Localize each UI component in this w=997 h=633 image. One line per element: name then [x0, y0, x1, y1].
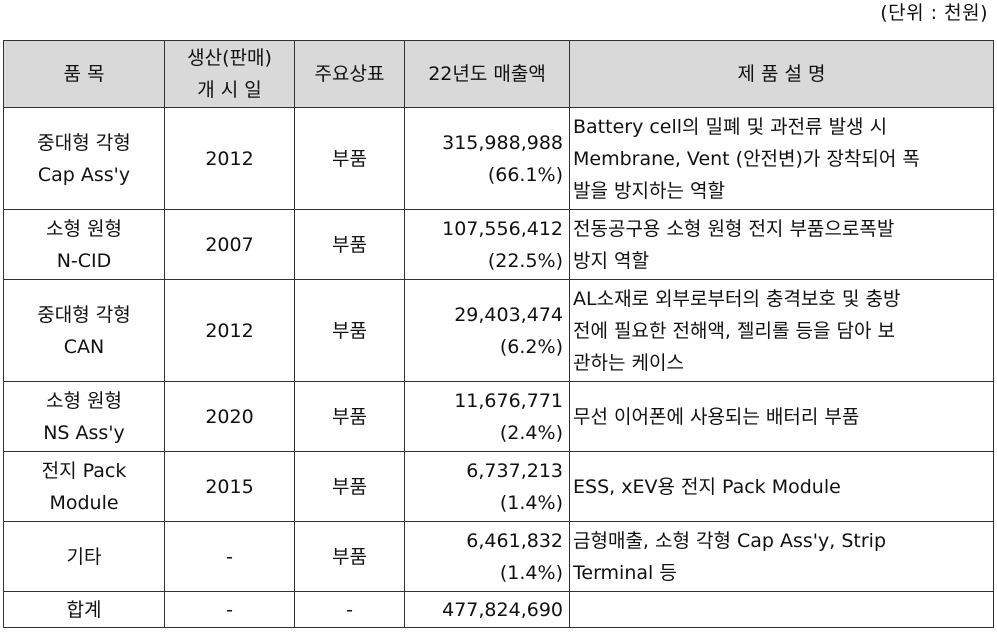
sales-percent: (66.1%)	[487, 163, 563, 186]
trademark-cell: 부품	[294, 381, 405, 452]
product-name-line2: N-CID	[56, 249, 112, 272]
description-line: Membrane, Vent (안전변)가 장착되어 폭	[573, 147, 920, 170]
total-year: -	[164, 591, 295, 628]
table-row: 소형 원형 NS Ass'y 2020 부품 11,676,771 (2.4%)…	[3, 381, 994, 452]
start-year-cell: 2020	[164, 381, 295, 452]
trademark-cell: 부품	[294, 451, 405, 522]
product-name-line1: 소형 원형	[46, 389, 122, 412]
unit-note: (단위 : 천원)	[880, 2, 988, 24]
trademark-cell: 부품	[294, 279, 405, 382]
sales-percent: (22.5%)	[487, 249, 563, 272]
header-item: 품 목	[3, 40, 165, 108]
header-description: 제 품 설 명	[569, 40, 994, 108]
total-row: 합계 - - 477,824,690	[3, 591, 994, 628]
table-row: 중대형 각형 CAN 2012 부품 29,403,474 (6.2%) AL소…	[3, 279, 994, 382]
product-name-cell: 전지 Pack Module	[3, 451, 165, 522]
header-trademark: 주요상표	[294, 40, 405, 108]
description-line: 관하는 케이스	[573, 351, 684, 374]
product-name-line1: 중대형 각형	[37, 303, 131, 326]
description-line: Terminal 등	[573, 561, 677, 584]
sales-amount: 315,988,988	[442, 131, 563, 154]
description-line: 전동공구용 소형 원형 전지 부품으로폭발	[573, 217, 895, 240]
description-line: 발을 방지하는 역할	[573, 179, 725, 202]
sales-amount: 11,676,771	[454, 389, 563, 412]
table-row: 전지 Pack Module 2015 부품 6,737,213 (1.4%) …	[3, 451, 994, 522]
product-name-line2: Cap Ass'y	[37, 163, 131, 186]
product-name-line1: 소형 원형	[46, 217, 122, 240]
description-line: 금형매출, 소형 각형 Cap Ass'y, Strip	[573, 529, 887, 552]
product-name-cell: 중대형 각형 Cap Ass'y	[3, 107, 165, 210]
product-name-line1: 중대형 각형	[37, 131, 131, 154]
description-cell: 무선 이어폰에 사용되는 배터리 부품	[569, 381, 994, 452]
product-sales-table: 품 목 생산(판매) 개 시 일 주요상표 22년도 매출액 제 품 설 명 중…	[3, 40, 994, 628]
description-line: ESS, xEV용 전지 Pack Module	[573, 475, 841, 498]
description-cell: 전동공구용 소형 원형 전지 부품으로폭발 방지 역할	[569, 209, 994, 280]
total-trademark: -	[294, 591, 405, 628]
product-name-line2: NS Ass'y	[43, 421, 125, 444]
description-cell: Battery cell의 밀폐 및 과전류 발생 시 Membrane, Ve…	[569, 107, 994, 210]
sales-cell: 6,737,213 (1.4%)	[404, 451, 570, 522]
product-name-cell: 기타	[3, 521, 165, 592]
trademark-cell: 부품	[294, 209, 405, 280]
table-row: 소형 원형 N-CID 2007 부품 107,556,412 (22.5%) …	[3, 209, 994, 280]
sales-cell: 29,403,474 (6.2%)	[404, 279, 570, 382]
description-line: 방지 역할	[573, 249, 649, 272]
table-row: 중대형 각형 Cap Ass'y 2012 부품 315,988,988 (66…	[3, 107, 994, 210]
sales-cell: 11,676,771 (2.4%)	[404, 381, 570, 452]
description-cell: 금형매출, 소형 각형 Cap Ass'y, Strip Terminal 등	[569, 521, 994, 592]
description-line: AL소재로 외부로부터의 충격보호 및 충방	[573, 287, 901, 310]
table-header-row: 품 목 생산(판매) 개 시 일 주요상표 22년도 매출액 제 품 설 명	[3, 40, 994, 108]
start-year-cell: -	[164, 521, 295, 592]
sales-amount: 6,737,213	[466, 459, 563, 482]
sales-percent: (6.2%)	[499, 335, 563, 358]
sales-percent: (2.4%)	[499, 421, 563, 444]
description-line: 무선 이어폰에 사용되는 배터리 부품	[573, 405, 860, 428]
description-cell: AL소재로 외부로부터의 충격보호 및 충방 전에 필요한 전해액, 젤리롤 등…	[569, 279, 994, 382]
table-row: 기타 - 부품 6,461,832 (1.4%) 금형매출, 소형 각형 Cap…	[3, 521, 994, 592]
sales-amount: 6,461,832	[466, 529, 563, 552]
start-year-cell: 2015	[164, 451, 295, 522]
product-name-line1: 전지 Pack	[41, 459, 127, 482]
sales-cell: 315,988,988 (66.1%)	[404, 107, 570, 210]
header-start-line2: 개 시 일	[197, 79, 262, 101]
total-label: 합계	[3, 591, 165, 628]
header-start-date: 생산(판매) 개 시 일	[164, 40, 295, 108]
description-line: Battery cell의 밀폐 및 과전류 발생 시	[573, 115, 888, 138]
product-name-line2: Module	[49, 491, 119, 514]
total-amount: 477,824,690	[404, 591, 570, 628]
product-name-line2: CAN	[63, 335, 105, 358]
description-cell: ESS, xEV용 전지 Pack Module	[569, 451, 994, 522]
product-name-cell: 소형 원형 N-CID	[3, 209, 165, 280]
description-line: 전에 필요한 전해액, 젤리롤 등을 담아 보	[573, 319, 895, 342]
total-description	[569, 591, 994, 628]
sales-amount: 29,403,474	[454, 303, 563, 326]
sales-cell: 107,556,412 (22.5%)	[404, 209, 570, 280]
product-name-line1: 기타	[66, 545, 102, 568]
trademark-cell: 부품	[294, 521, 405, 592]
sales-cell: 6,461,832 (1.4%)	[404, 521, 570, 592]
product-name-cell: 소형 원형 NS Ass'y	[3, 381, 165, 452]
start-year-cell: 2007	[164, 209, 295, 280]
start-year-cell: 2012	[164, 107, 295, 210]
trademark-cell: 부품	[294, 107, 405, 210]
sales-percent: (1.4%)	[499, 561, 563, 584]
sales-percent: (1.4%)	[499, 491, 563, 514]
header-start-line1: 생산(판매)	[187, 47, 272, 69]
product-name-cell: 중대형 각형 CAN	[3, 279, 165, 382]
start-year-cell: 2012	[164, 279, 295, 382]
header-sales: 22년도 매출액	[404, 40, 570, 108]
sales-amount: 107,556,412	[442, 217, 563, 240]
